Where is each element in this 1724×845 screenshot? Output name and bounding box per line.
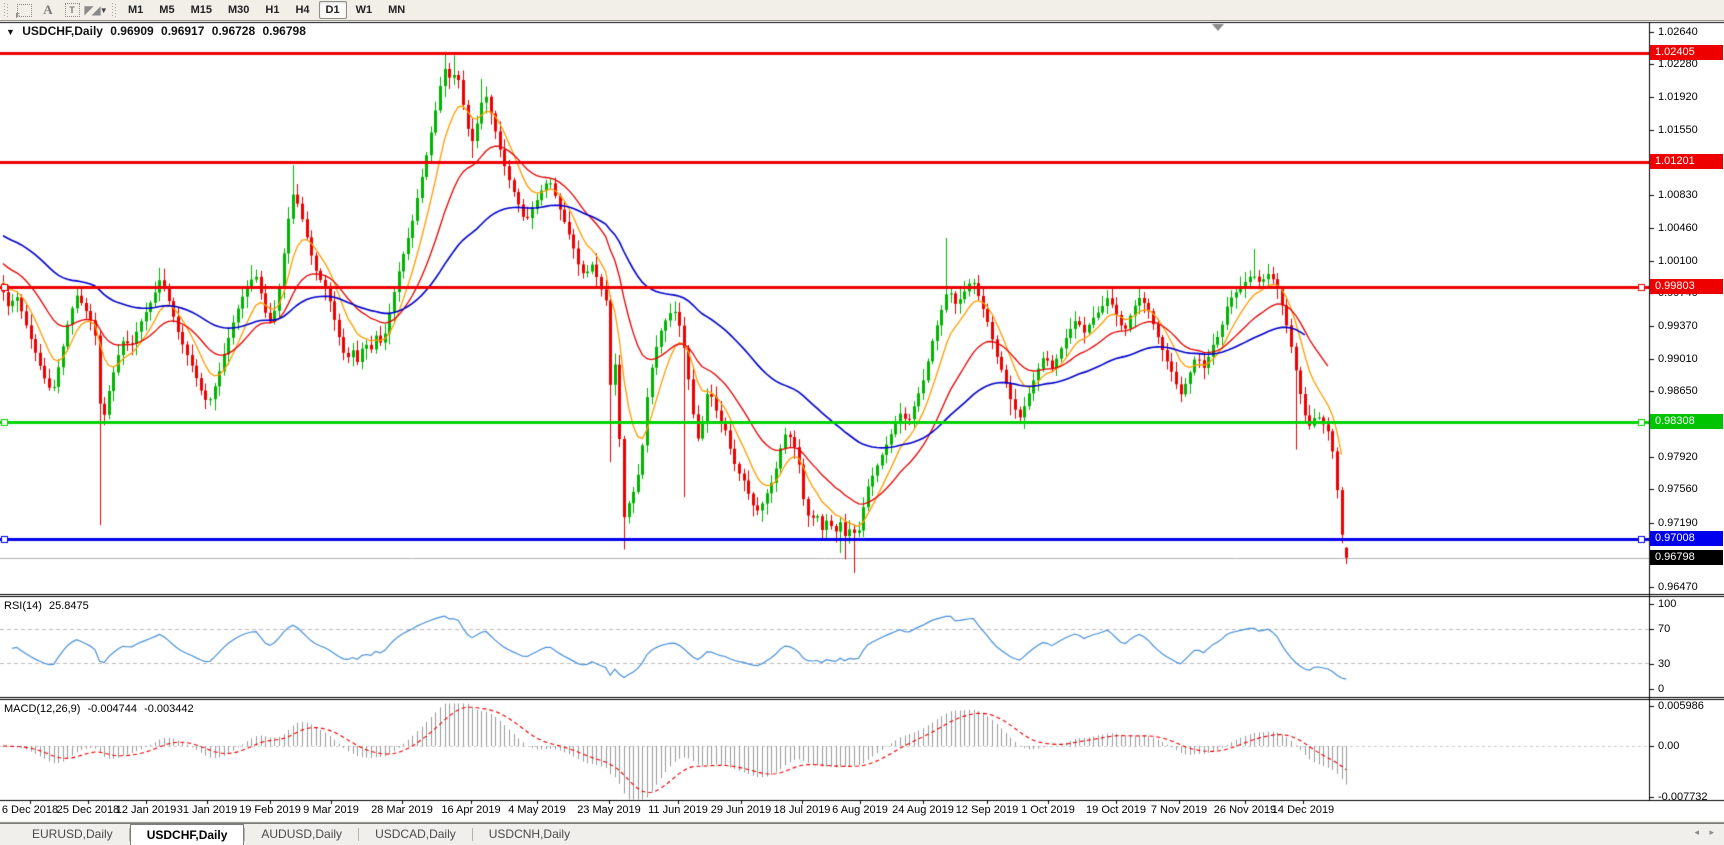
price-axis-tick: 0.99010 [1658,352,1698,365]
price-axis-tick: 1.02640 [1658,26,1698,38]
price-axis-tick: 0.97190 [1658,516,1698,529]
price-axis-tick: 1.02280 [1658,58,1698,71]
price-axis-tick: 1.00100 [1658,254,1698,267]
date-label: 31 Jan 2019 [176,804,238,816]
tab-separator [471,828,473,841]
date-label: 29 Jun 2019 [710,804,772,816]
date-label: 19 Oct 2019 [1086,804,1146,816]
rsi-axis-tick: 100 [1658,598,1677,610]
tab-eurusd[interactable]: EURUSD,Daily [32,827,113,841]
toolbar-grip-2[interactable] [112,3,116,17]
chart-title: ▼ USDCHF,Daily 0.96909 0.96917 0.96728 0… [6,24,310,38]
price-axis-tick: 1.00460 [1658,222,1698,235]
macd-axis-tick: 0.00 [1658,740,1680,752]
macd-axis-tick: 0.005986 [1658,700,1704,712]
price-line-tag-0.97008[interactable]: 0.97008 [1650,531,1723,546]
pattern-grid-icon[interactable] [14,2,34,20]
tab-separator [128,828,130,841]
rsi-axis-tick: 70 [1658,623,1671,635]
timeframe-button-M30[interactable]: M30 [227,4,250,16]
price-axis-tick: 1.01920 [1658,90,1698,103]
date-label: 12 Jan 2019 [115,804,177,816]
tab-scroll-arrows[interactable]: ◂ ▸ [1694,827,1718,837]
date-label: 6 Dec 2018 [1,804,59,816]
macd-indicator-name: MACD(12,26,9) [4,703,81,715]
rsi-axis-tick: 0 [1658,683,1665,695]
date-label: 16 Apr 2019 [441,804,501,816]
tab-usdcad[interactable]: USDCAD,Daily [375,827,456,841]
title-open: 0.96909 [110,24,154,38]
price-axis-tick: 1.00830 [1658,188,1698,201]
timeframe-button-MN[interactable]: MN [388,4,406,16]
timeframe-button-W1[interactable]: W1 [355,4,373,16]
date-label: 12 Sep 2019 [955,804,1019,816]
rsi-indicator-value: 25.8475 [48,600,89,612]
rsi-pane-label: RSI(14) 25.8475 [4,600,93,612]
title-symbol: USDCHF,Daily [22,24,103,38]
text-box-icon[interactable]: T [62,2,82,18]
price-line-tag-0.99803[interactable]: 0.99803 [1650,279,1723,294]
date-label: 23 May 2019 [577,804,641,816]
timeframe-button-H4[interactable]: H4 [295,4,310,16]
date-label: 4 May 2019 [508,804,566,816]
date-label: 18 Jul 2019 [773,804,831,816]
price-axis-tick: 0.99370 [1658,320,1698,333]
text-letter-icon[interactable]: A [43,2,53,17]
chart-tab-bar: EURUSD,Daily USDCHF,Daily AUDUSD,Daily USDC… [0,823,1724,845]
date-label: 9 Mar 2019 [303,804,359,816]
price-line-tag-0.98308[interactable]: 0.98308 [1650,414,1723,429]
title-close: 0.96798 [262,24,306,38]
price-axis-tick: 0.98650 [1658,385,1698,398]
date-label: 19 Feb 2019 [239,804,301,816]
dropdown-caret-icon: ▼ [99,5,108,15]
tab-usdchf[interactable]: USDCHF,Daily [129,824,245,845]
tab-audusd[interactable]: AUDUSD,Daily [261,827,343,841]
date-label: 6 Aug 2019 [832,804,888,816]
macd-pane-label: MACD(12,26,9) -0.004744 -0.003442 [4,703,198,715]
price-axis-tick: 0.97920 [1658,450,1698,463]
tab-separator [358,828,360,841]
price-axis-tick: 0.96470 [1658,581,1698,594]
rsi-indicator-name: RSI(14) [4,600,42,612]
tab-usdcnh[interactable]: USDCNH,Daily [488,827,571,841]
timeframe-button-M15[interactable]: M15 [190,4,212,16]
toolbar: A T ◤◢ ▼ M1 M5 M15 M30 H1 H4 D1 W1 MN [0,0,1724,21]
title-high: 0.96917 [161,24,205,38]
price-line-tag-1.02405[interactable]: 1.02405 [1650,45,1723,60]
date-label: 11 Jun 2019 [648,804,708,816]
date-label: 14 Dec 2019 [1271,804,1335,816]
cursor-arrows-icon[interactable]: ◤◢ ▼ [84,2,108,18]
date-label: 28 Mar 2019 [371,804,433,816]
timeframe-button-D1[interactable]: D1 [318,1,347,19]
date-label: 25 Dec 2018 [56,804,120,816]
title-low: 0.96728 [211,24,256,38]
title-collapse-icon[interactable]: ▼ [6,27,15,37]
macd-indicator-value2: -0.003442 [144,703,194,715]
price-axis-tick: 1.01550 [1658,124,1698,137]
rsi-axis-tick: 30 [1658,658,1671,670]
macd-indicator-value1: -0.004744 [87,703,138,715]
date-label: 7 Nov 2019 [1150,804,1208,816]
timeframe-button-group: M1 M5 M15 M30 H1 H4 D1 W1 MN [120,1,413,19]
timeframe-button-M1[interactable]: M1 [128,4,144,16]
date-label: 1 Oct 2019 [1021,804,1075,816]
timeframe-button-M5[interactable]: M5 [159,4,175,16]
price-line-tag-1.01201[interactable]: 1.01201 [1650,154,1723,169]
diagonal-arrows-icon: ◤◢ [84,3,101,17]
date-label: 26 Nov 2019 [1213,804,1277,816]
price-axis-tick: 0.97560 [1658,483,1698,496]
toolbar-grip[interactable] [4,3,8,17]
timeframe-button-H1[interactable]: H1 [265,4,280,16]
tab-separator [244,828,246,841]
date-label: 24 Aug 2019 [892,804,954,816]
macd-axis-tick: -0.007732 [1658,791,1708,803]
price-line-tag-0.96798[interactable]: 0.96798 [1650,550,1723,565]
